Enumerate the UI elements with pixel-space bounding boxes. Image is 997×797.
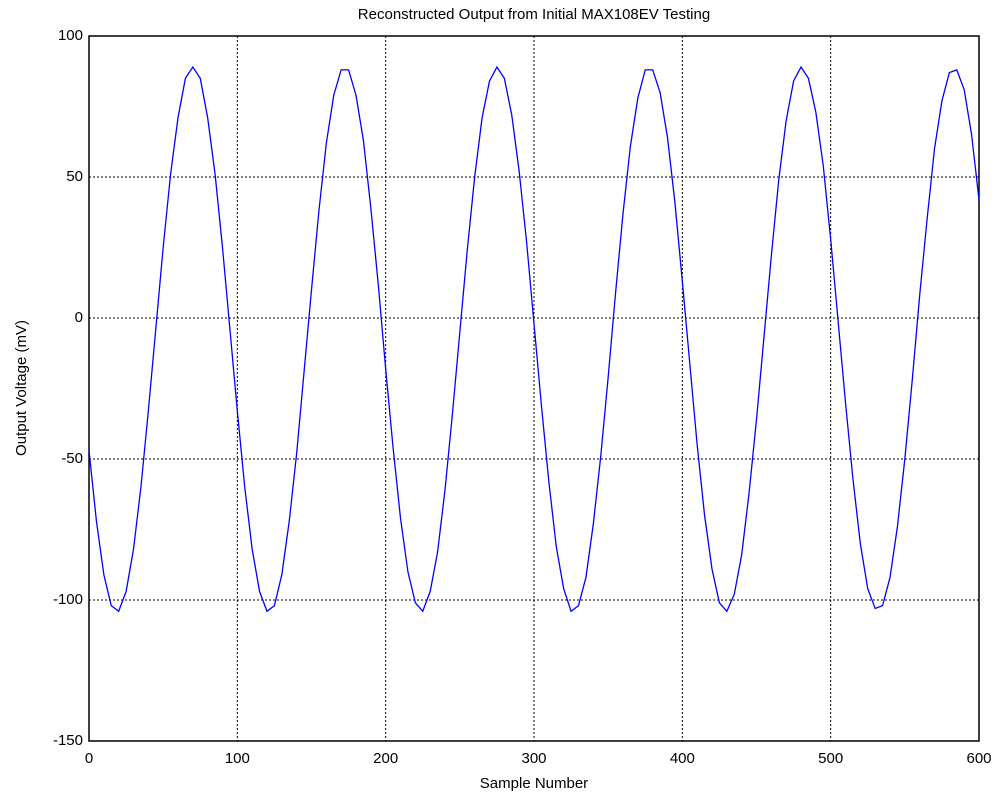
x-tick-label: 500: [818, 750, 843, 767]
x-tick-label: 100: [225, 750, 250, 767]
x-axis-label: Sample Number: [480, 775, 588, 792]
x-tick-label: 600: [966, 750, 991, 767]
y-axis-label: Output Voltage (mV): [13, 320, 30, 456]
chart-title: Reconstructed Output from Initial MAX108…: [358, 6, 710, 23]
data-line: [88, 65, 980, 613]
y-tick-label: 100: [58, 27, 83, 44]
x-tick-label: 0: [85, 750, 93, 767]
x-tick-label: 400: [670, 750, 695, 767]
plot-frame: [88, 35, 980, 742]
x-tick-label: 200: [373, 750, 398, 767]
y-tick-label: 50: [66, 168, 83, 185]
y-tick-label: 0: [75, 309, 83, 326]
y-tick-label: -150: [53, 732, 83, 749]
x-tick-label: 300: [521, 750, 546, 767]
y-tick-label: -100: [53, 591, 83, 608]
y-tick-label: -50: [61, 450, 83, 467]
